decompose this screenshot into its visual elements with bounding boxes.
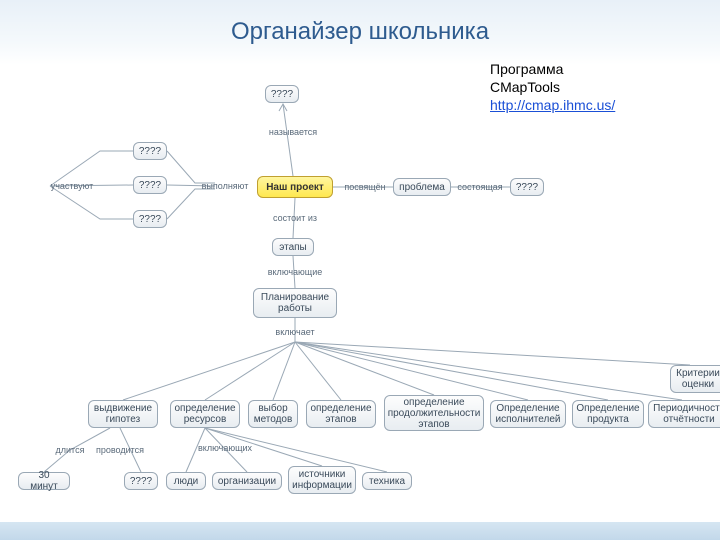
node-people: люди — [166, 472, 206, 490]
edge-label: включающих — [198, 443, 252, 453]
node-problem: проблема — [393, 178, 451, 196]
node-t30: 30 минут — [18, 472, 70, 490]
edge — [295, 342, 682, 400]
edge-label: состоящая — [457, 182, 502, 192]
node-u1: ???? — [133, 142, 167, 160]
node-hyp: выдвижениегипотез — [88, 400, 158, 428]
edge-label: проводится — [96, 445, 144, 455]
node-u3: ???? — [133, 210, 167, 228]
edge — [205, 342, 295, 400]
node-period: Периодичностьотчётности — [648, 400, 720, 428]
edge — [295, 342, 528, 400]
node-dur: определениепродолжительностиэтапов — [384, 395, 484, 431]
footer-bar — [0, 522, 720, 540]
node-org: организации — [212, 472, 282, 490]
node-defstages: определениеэтапов — [306, 400, 376, 428]
edge-label: включает — [275, 327, 314, 337]
node-plan: Планированиеработы — [253, 288, 337, 318]
edge-label: включающие — [268, 267, 323, 277]
node-pq: ???? — [510, 178, 544, 196]
edge-label: выполняют — [202, 181, 249, 191]
edge-label: называется — [269, 127, 317, 137]
node-rq: ???? — [124, 472, 158, 490]
node-proj: Наш проект — [257, 176, 333, 198]
node-u2: ???? — [133, 176, 167, 194]
node-top_q: ???? — [265, 85, 299, 103]
node-meth: выборметодов — [248, 400, 298, 428]
edge-label: состоит из — [273, 213, 317, 223]
edge — [123, 342, 295, 400]
node-crit: Критерииоценки — [670, 365, 720, 393]
edges-layer — [0, 0, 720, 540]
edge — [295, 342, 690, 365]
node-res: определениересурсов — [170, 400, 240, 428]
edge-label: длится — [56, 445, 85, 455]
edge — [283, 104, 293, 176]
edge — [167, 189, 215, 219]
node-prod: Определениепродукта — [572, 400, 644, 428]
node-exec: Определениеисполнителей — [490, 400, 566, 428]
node-tech: техника — [362, 472, 412, 490]
node-info: источникиинформации — [288, 466, 356, 494]
edge-label: посвящён — [344, 182, 385, 192]
edge — [167, 151, 215, 183]
edge — [273, 342, 295, 400]
edge-label: участвуют — [51, 181, 94, 191]
node-stages: этапы — [272, 238, 314, 256]
